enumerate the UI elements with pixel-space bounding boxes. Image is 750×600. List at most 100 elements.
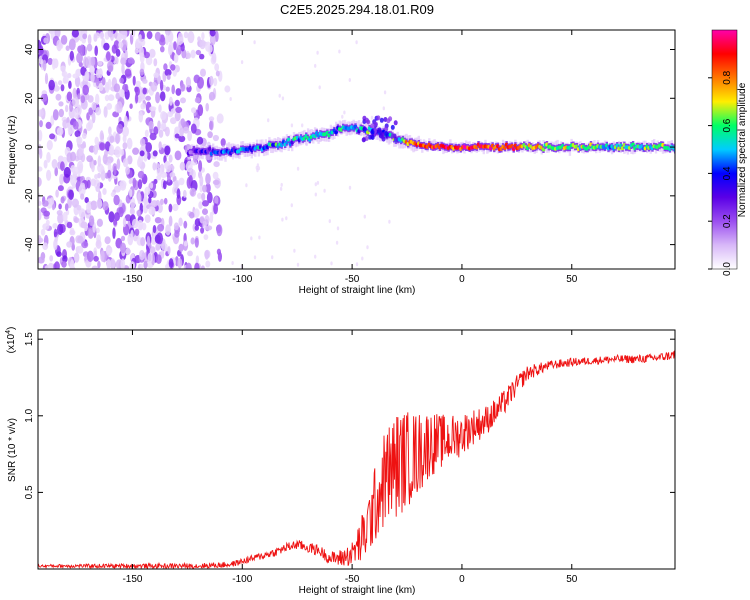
noise-blob (43, 37, 49, 44)
noise-blob (198, 160, 203, 172)
noise-blob (38, 47, 44, 55)
snr-panel: -150 -100 -50 0 50 0.5 1.0 1.5 Height of strai… (5, 327, 676, 596)
noise-blob (120, 235, 126, 242)
noise-blob (178, 135, 186, 143)
noise-blob (185, 52, 191, 59)
noise-blob (180, 97, 186, 104)
noise-blob (153, 58, 158, 67)
ridge-halo-cell (661, 144, 665, 154)
noise-blob (88, 107, 94, 116)
noise-blob (74, 75, 81, 88)
ridge-halo-cell (623, 144, 626, 154)
noise-blob (87, 227, 94, 239)
snr-multiplier-exp: 4 (5, 330, 12, 334)
noise-blob (209, 75, 214, 86)
ridge-halo-cell (631, 144, 635, 155)
noise-blob (330, 261, 333, 266)
noise-blob (106, 258, 111, 269)
noise-blob (72, 120, 79, 130)
noise-blob (39, 148, 43, 159)
plume-cell (386, 118, 391, 124)
noise-blob (153, 126, 159, 135)
noise-blob (46, 169, 52, 181)
plume-cell (384, 131, 389, 136)
noise-blob (156, 167, 162, 177)
noise-blob (121, 63, 125, 75)
noise-blob (197, 104, 204, 117)
noise-blob (73, 217, 80, 224)
noise-blob (119, 242, 127, 254)
noise-blob (138, 34, 142, 41)
noise-blob (118, 89, 125, 97)
noise-blob (97, 60, 103, 66)
noise-blob (213, 203, 219, 215)
noise-blob (58, 108, 64, 118)
noise-blob (314, 182, 317, 187)
noise-blob (253, 40, 256, 45)
plume-cell (373, 121, 378, 127)
noise-blob (182, 126, 190, 134)
noise-blob (43, 210, 50, 217)
noise-blob (159, 91, 166, 102)
noise-blob (160, 111, 167, 121)
noise-blob (52, 223, 58, 229)
noise-blob (77, 93, 81, 100)
plume-cell (370, 135, 375, 140)
noise-blob (180, 118, 185, 127)
y-tick-label: -20 (24, 188, 35, 203)
noise-blob (103, 42, 110, 51)
noise-blob (125, 247, 131, 256)
noise-blob (147, 252, 153, 264)
noise-blob (180, 43, 185, 52)
noise-blob (61, 260, 67, 268)
noise-blob (84, 197, 89, 204)
noise-blob (212, 171, 219, 180)
noise-blob (204, 214, 210, 225)
noise-blob (163, 155, 167, 164)
noise-blob (124, 68, 132, 77)
noise-blob (165, 34, 169, 46)
noise-blob (214, 63, 220, 72)
noise-blob (38, 256, 45, 264)
colorbar-tick-label: 0.4 (722, 166, 733, 180)
noise-blob (68, 189, 74, 200)
noise-blob (195, 255, 200, 264)
noise-blob (107, 163, 112, 172)
noise-blob (114, 146, 122, 158)
noise-blob (94, 136, 99, 146)
noise-blob (183, 220, 188, 229)
noise-blob (66, 241, 73, 248)
noise-blob (164, 69, 172, 77)
noise-blob (159, 198, 164, 205)
noise-blob (343, 110, 346, 115)
noise-blob (187, 130, 193, 142)
noise-blob (56, 251, 62, 257)
noise-blob (138, 111, 144, 123)
svg-text:(x104): (x104) (5, 327, 17, 354)
noise-blob (104, 149, 108, 159)
noise-blob (54, 261, 60, 269)
noise-blob (145, 55, 153, 66)
noise-blob (90, 178, 97, 187)
noise-blob (57, 213, 64, 224)
noise-blob (182, 189, 187, 198)
noise-blob (115, 56, 119, 65)
noise-blob (168, 96, 173, 106)
plume-cell (370, 129, 375, 135)
noise-blob (209, 30, 216, 37)
noise-blob (86, 201, 92, 214)
noise-blob (72, 87, 77, 99)
noise-blob (216, 113, 224, 124)
noise-blob (134, 48, 139, 54)
noise-blob (72, 73, 79, 79)
x-tick-label: 0 (459, 274, 465, 285)
noise-blob (137, 219, 144, 231)
noise-blob (132, 147, 140, 155)
noise-blob (159, 79, 164, 91)
noise-blob (348, 185, 352, 190)
ridge-core-cell (207, 146, 212, 151)
snr-multiplier: (x104) (5, 327, 17, 354)
noise-blob (119, 77, 124, 84)
noise-blob (139, 249, 145, 261)
noise-blob (204, 250, 210, 260)
